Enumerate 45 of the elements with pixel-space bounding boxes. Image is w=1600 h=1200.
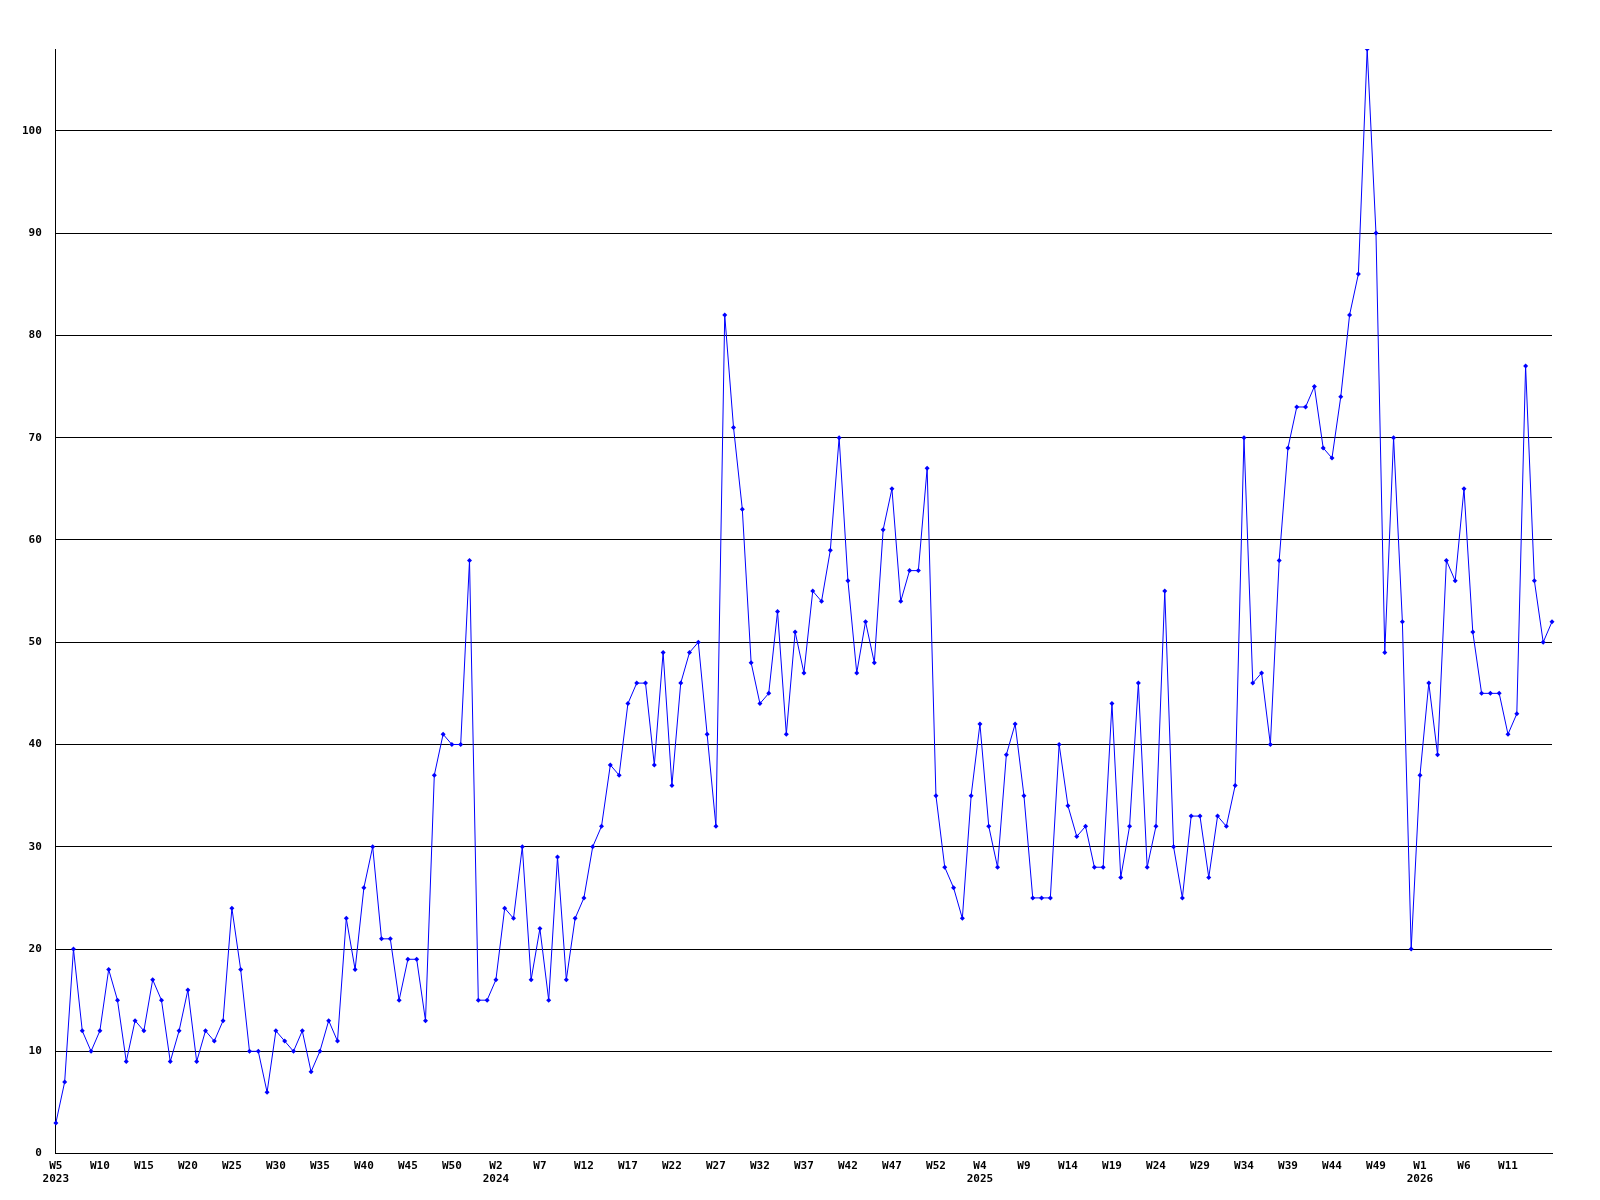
y-tick-label: 10 <box>28 1044 42 1058</box>
x-tick-label: W50 <box>441 1159 462 1173</box>
x-tick-label: W6 <box>1457 1159 1471 1173</box>
y-tick-label: 90 <box>28 225 42 239</box>
x-tick-label: W4 2025 <box>966 1159 994 1186</box>
x-tick-label: W10 <box>89 1159 110 1173</box>
x-tick-label: W52 <box>926 1159 946 1173</box>
x-tick-label: W7 <box>533 1159 547 1173</box>
x-tick-label: W45 <box>397 1159 418 1173</box>
x-tick-label: W2 2024 <box>482 1159 510 1186</box>
x-tick-label: W25 <box>221 1159 242 1173</box>
x-tick-label: W39 <box>1278 1159 1298 1173</box>
y-tick-label: 80 <box>28 328 42 342</box>
y-tick-label: 100 <box>21 123 42 137</box>
x-tick-label: W14 <box>1058 1159 1079 1173</box>
x-tick-label: W35 <box>309 1159 330 1173</box>
y-tick-label: 50 <box>28 635 42 649</box>
y-tick-label: 40 <box>28 737 42 751</box>
y-tick-label: 0 <box>35 1146 42 1160</box>
x-tick-label: W27 <box>705 1159 726 1173</box>
x-tick-label: W40 <box>353 1159 374 1173</box>
x-tick-label: W34 <box>1234 1159 1255 1173</box>
x-tick-label: W37 <box>794 1159 814 1173</box>
y-tick-label: 60 <box>28 532 42 546</box>
x-tick-label: W42 <box>838 1159 858 1173</box>
x-tick-label: W29 <box>1190 1159 1210 1173</box>
x-tick-label: W12 <box>573 1159 594 1173</box>
y-tick-label: 20 <box>28 941 42 955</box>
x-tick-label: W20 <box>177 1159 198 1173</box>
y-tick-label: 70 <box>28 430 42 444</box>
x-tick-label: W5 2023 <box>42 1159 70 1186</box>
x-tick-label: W9 <box>1017 1159 1031 1173</box>
x-tick-label: W22 <box>661 1159 682 1173</box>
x-tick-label: W47 <box>882 1159 902 1173</box>
x-tick-label: W49 <box>1366 1159 1386 1173</box>
x-tick-label: W11 <box>1498 1159 1519 1173</box>
x-tick-label: W15 <box>133 1159 154 1173</box>
x-tick-label: W44 <box>1322 1159 1343 1173</box>
x-tick-label: W17 <box>617 1159 638 1173</box>
x-tick-label: W19 <box>1102 1159 1122 1173</box>
x-tick-label: W32 <box>749 1159 770 1173</box>
y-tick-label: 30 <box>28 839 42 853</box>
x-tick-label: W30 <box>265 1159 286 1173</box>
x-tick-label: W1 2026 <box>1406 1159 1434 1186</box>
x-tick-label: W24 <box>1146 1159 1167 1173</box>
